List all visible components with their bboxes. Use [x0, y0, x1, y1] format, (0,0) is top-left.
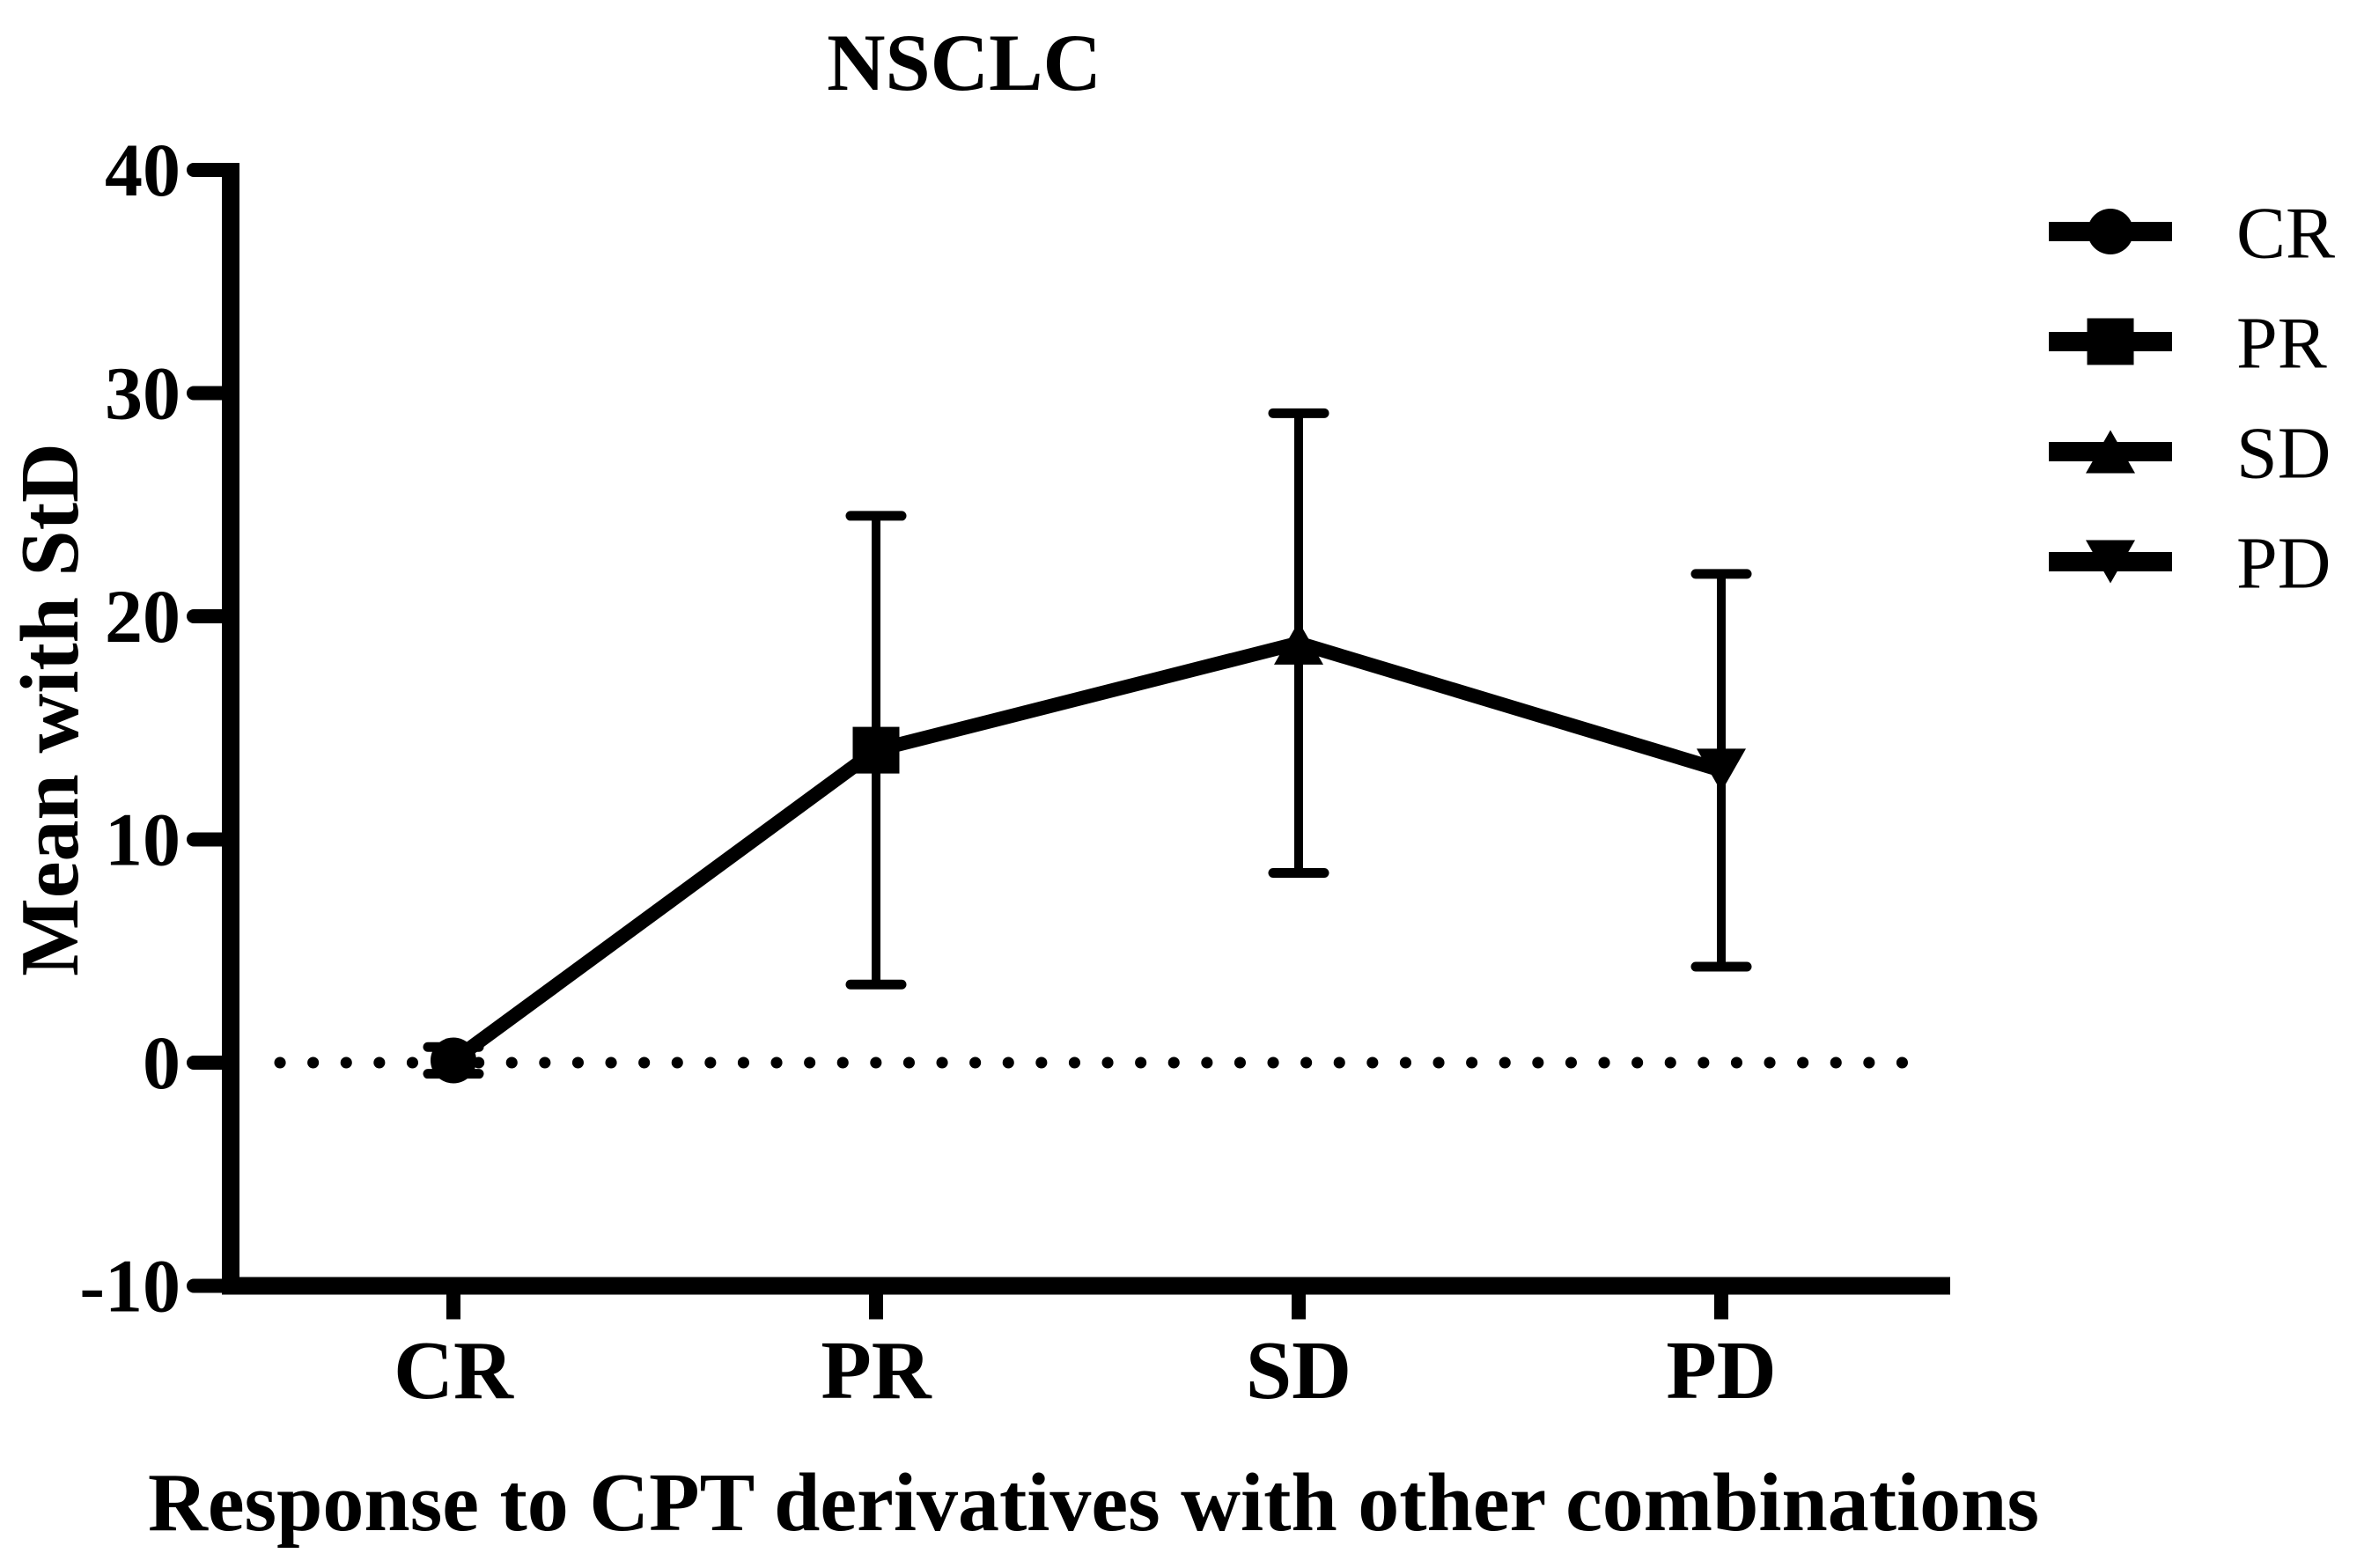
data-point-PD	[1697, 748, 1746, 792]
legend-marker-square-icon	[2087, 318, 2134, 365]
y-tick-label: 30	[105, 351, 180, 436]
legend-item-PD: PD	[2049, 522, 2331, 604]
data-point-SD	[1274, 621, 1323, 665]
x-category-label-SD: SD	[1246, 1325, 1351, 1417]
y-tick-label: 40	[105, 128, 180, 212]
legend-item-SD: SD	[2049, 412, 2331, 494]
legend-label-SD: SD	[2236, 412, 2331, 494]
legend-label-CR: CR	[2236, 192, 2335, 274]
legend-item-CR: CR	[2049, 192, 2335, 274]
legend-item-PR: PR	[2049, 302, 2327, 384]
y-axis-title: Mean with StD	[4, 443, 96, 976]
y-tick-label: -10	[79, 1244, 180, 1329]
data-point-PR	[852, 726, 900, 774]
chart-title: NSCLC	[827, 18, 1101, 107]
legend: CR PR SD PD	[2049, 192, 2335, 604]
legend-marker-circle-icon	[2088, 209, 2133, 254]
legend-label-PD: PD	[2236, 522, 2331, 604]
legend-marker-triangle-down-icon	[2086, 540, 2135, 584]
x-category-label-PR: PR	[821, 1325, 932, 1417]
y-tick-label: 20	[105, 574, 180, 659]
y-tick-label: 10	[105, 798, 180, 882]
x-category-label-CR: CR	[394, 1325, 514, 1417]
data-point-CR	[431, 1037, 476, 1084]
y-tick-label: 0	[143, 1020, 180, 1105]
legend-label-PR: PR	[2236, 302, 2327, 384]
trend-line	[449, 636, 1724, 1066]
x-category-label-PD: PD	[1666, 1325, 1776, 1417]
legend-marker-triangle-up-icon	[2086, 430, 2135, 474]
x-axis-title: Response to CPT derivatives with other c…	[148, 1457, 2039, 1549]
